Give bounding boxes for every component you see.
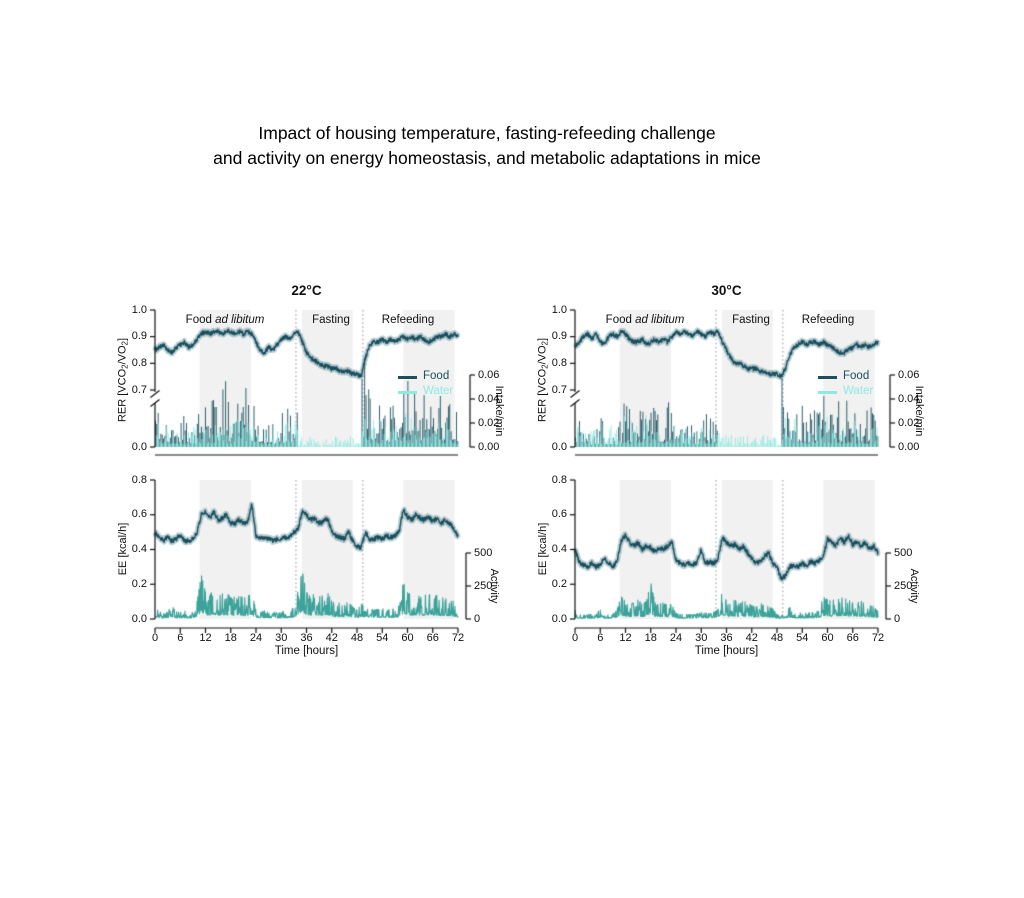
tick-label: 42 bbox=[325, 632, 338, 644]
tick-label: 0.2 bbox=[551, 577, 567, 590]
tick-label: 72 bbox=[871, 632, 885, 644]
tick-label: 0.0 bbox=[551, 440, 567, 453]
tick-label: 0.0 bbox=[131, 612, 147, 625]
rer-axis-label: RER [VCO2/VO2] bbox=[536, 337, 550, 423]
tick-label: 60 bbox=[401, 632, 414, 644]
tick-label: 42 bbox=[745, 632, 758, 644]
tick-label: 24 bbox=[249, 632, 263, 644]
tick-label: 0.00 bbox=[478, 440, 500, 453]
tick-label: 0.7 bbox=[131, 383, 147, 396]
tick-label: 250 bbox=[474, 579, 493, 592]
tick-label: 0 bbox=[571, 632, 579, 644]
tick-label: 0.7 bbox=[551, 383, 567, 396]
tick-label: 60 bbox=[821, 632, 834, 644]
tick-label: 36 bbox=[300, 632, 313, 644]
tick-label: 0 bbox=[151, 632, 159, 644]
tick-label: 0 bbox=[894, 612, 901, 625]
tick-label: 0.06 bbox=[478, 368, 500, 381]
tick-label: 500 bbox=[474, 546, 493, 559]
tick-label: 6 bbox=[597, 632, 604, 644]
tick-label: 54 bbox=[376, 632, 389, 644]
time-axis-label: Time [hours] bbox=[694, 645, 759, 657]
legend-food-swatch bbox=[818, 376, 837, 379]
tick-label: 0.8 bbox=[131, 356, 147, 369]
legend-water-swatch bbox=[398, 391, 417, 394]
panel-title-30c: 30°C bbox=[711, 283, 742, 298]
annotation-fasting: Fasting bbox=[732, 314, 770, 326]
tick-label: 30 bbox=[695, 632, 708, 644]
tick-label: 0.9 bbox=[551, 330, 567, 343]
tick-label: 66 bbox=[846, 632, 859, 644]
tick-label: 66 bbox=[426, 632, 439, 644]
tick-label: 0.02 bbox=[898, 416, 920, 429]
tick-label: 0.8 bbox=[131, 473, 147, 486]
figure-title-line-2: and activity on energy homeostasis, and … bbox=[213, 148, 761, 168]
tick-label: 0.2 bbox=[131, 577, 147, 590]
tick-label: 500 bbox=[894, 546, 913, 559]
tick-label: 0.0 bbox=[551, 612, 567, 625]
tick-label: 6 bbox=[177, 632, 184, 644]
legend-food-label: Food bbox=[843, 370, 870, 382]
legend-food-label: Food bbox=[423, 370, 450, 382]
tick-label: 54 bbox=[796, 632, 809, 644]
tick-label: 0.8 bbox=[551, 356, 567, 369]
tick-label: 0.6 bbox=[551, 508, 567, 521]
tick-label: 0.00 bbox=[898, 440, 920, 453]
tick-label: 0.8 bbox=[551, 473, 567, 486]
tick-label: 0 bbox=[474, 612, 481, 625]
tick-label: 18 bbox=[224, 632, 237, 644]
tick-label: 48 bbox=[350, 632, 364, 644]
tick-label: 48 bbox=[770, 632, 784, 644]
annotation-refeeding: Refeeding bbox=[801, 314, 855, 326]
legend-food-swatch bbox=[398, 376, 417, 379]
tick-label: 0.6 bbox=[131, 508, 147, 521]
tick-label: 0.02 bbox=[478, 416, 500, 429]
tick-label: 24 bbox=[669, 632, 683, 644]
tick-label: 250 bbox=[894, 579, 913, 592]
tick-label: 0.04 bbox=[478, 392, 500, 405]
time-axis-label: Time [hours] bbox=[274, 645, 339, 657]
tick-label: 1.0 bbox=[131, 303, 147, 316]
panel-title-22c: 22°C bbox=[291, 283, 322, 298]
legend-water-label: Water bbox=[423, 385, 454, 397]
tick-label: 0.04 bbox=[898, 392, 920, 405]
annotation-food-ad-libitum: Food ad libitum bbox=[605, 314, 685, 326]
tick-label: 0.0 bbox=[131, 440, 147, 453]
tick-label: 1.0 bbox=[551, 303, 567, 316]
rer-axis-label: RER [VCO2/VO2] bbox=[116, 337, 130, 423]
annotation-food-ad-libitum: Food ad libitum bbox=[185, 314, 265, 326]
tick-label: 0.4 bbox=[131, 543, 147, 555]
annotation-refeeding: Refeeding bbox=[381, 314, 435, 326]
tick-label: 18 bbox=[644, 632, 657, 644]
legend-water-label: Water bbox=[843, 385, 874, 397]
tick-label: 0.9 bbox=[131, 330, 147, 343]
figure-title: Impact of housing temperature, fasting-r… bbox=[0, 121, 974, 171]
tick-label: 12 bbox=[619, 632, 632, 644]
tick-label: 0.4 bbox=[551, 543, 567, 555]
tick-label: 30 bbox=[275, 632, 288, 644]
figure-title-line-1: Impact of housing temperature, fasting-r… bbox=[258, 123, 716, 143]
tick-label: 12 bbox=[199, 632, 212, 644]
tick-label: 36 bbox=[720, 632, 733, 644]
tick-label: 0.06 bbox=[898, 368, 920, 381]
legend-water-swatch bbox=[818, 391, 837, 394]
annotation-fasting: Fasting bbox=[312, 314, 350, 326]
tick-label: 72 bbox=[451, 632, 465, 644]
